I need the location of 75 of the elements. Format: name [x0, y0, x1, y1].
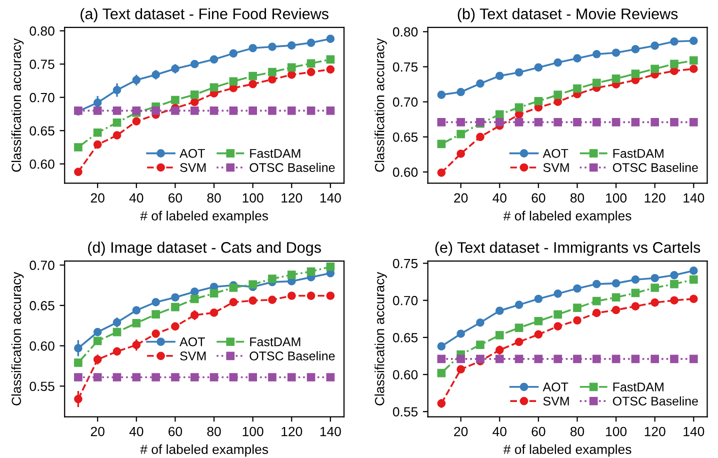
y-tick-label: 0.80 [30, 26, 54, 36]
x-tick-label: 120 [282, 426, 302, 436]
chart-title: (e) Text dataset - Immigrants vs Cartels [435, 242, 700, 256]
x-axis-title: # of labeled examples [503, 210, 632, 224]
y-tick-label: 0.80 [392, 27, 418, 37]
y-tick-label: 0.70 [392, 296, 418, 306]
legend-label: FastDAM [250, 149, 300, 158]
y-tick-label: 0.75 [392, 258, 418, 268]
x-tick-label: 20 [90, 193, 104, 203]
y-tick-label: 0.60 [30, 341, 54, 351]
y-axis-title: Classification accuracy [11, 272, 24, 406]
x-tick-label: 120 [644, 426, 666, 436]
chart-title: (a) Text dataset - Fine Food Reviews [80, 8, 328, 22]
legend-label: FastDAM [250, 338, 300, 346]
y-tick-label: 0.55 [30, 382, 54, 392]
legend-label: AOT [542, 382, 568, 392]
y-tick-label: 0.65 [30, 126, 54, 136]
x-tick-label: 60 [532, 426, 546, 436]
x-tick-label: 100 [242, 193, 264, 203]
x-axis-title: # of labeled examples [140, 210, 268, 224]
x-tick-label: 140 [320, 193, 341, 203]
x-tick-label: 20 [90, 426, 104, 436]
legend-label: OTSC Baseline [612, 162, 698, 172]
legend-label: OTSC Baseline [612, 396, 698, 406]
x-tick-label: 40 [492, 193, 506, 203]
y-tick-label: 0.60 [392, 370, 418, 380]
chart-title: (b) Text dataset - Movie Reviews [458, 8, 678, 22]
y-tick-label: 0.60 [392, 168, 418, 177]
y-tick-label: 0.65 [392, 333, 418, 342]
x-tick-label: 40 [129, 193, 144, 203]
x-tick-label: 100 [606, 193, 627, 203]
x-tick-label: 100 [242, 426, 264, 436]
x-tick-label: 100 [606, 426, 627, 436]
x-tick-label: 20 [454, 426, 468, 436]
y-tick-label: 0.70 [30, 92, 54, 102]
y-tick-label: 0.70 [392, 97, 418, 107]
y-tick-label: 0.75 [392, 62, 418, 72]
x-tick-label: 140 [684, 426, 704, 436]
x-tick-label: 20 [454, 193, 468, 203]
legend-label: AOT [180, 337, 205, 346]
x-tick-label: 40 [129, 426, 144, 436]
legend-label: SVM [543, 163, 569, 172]
chart-title: (d) Image dataset - Cats and Dogs [88, 242, 321, 256]
legend-label: FastDAM [613, 149, 664, 158]
x-tick-label: 140 [684, 193, 704, 203]
x-tick-label: 80 [207, 426, 221, 436]
x-tick-label: 40 [492, 426, 506, 436]
legend-label: SVM [543, 396, 569, 406]
legend-label: SVM [180, 352, 206, 360]
y-axis-title: Classification accuracy [374, 272, 387, 406]
x-tick-label: 60 [532, 193, 546, 203]
legend-label: AOT [180, 148, 205, 158]
y-axis-title: Classification accuracy [11, 38, 24, 172]
y-tick-label: 0.65 [30, 301, 54, 310]
legend-label: SVM [180, 163, 206, 172]
y-tick-label: 0.60 [30, 159, 54, 169]
y-axis-title: Classification accuracy [374, 38, 387, 172]
legend-label: AOT [542, 148, 568, 158]
x-tick-label: 120 [644, 193, 666, 203]
x-tick-label: 60 [168, 193, 182, 203]
x-axis-title: # of labeled examples [140, 444, 268, 457]
legend-label: FastDAM [613, 382, 664, 392]
legend-label: OTSC Baseline [250, 162, 335, 172]
x-tick-label: 80 [570, 426, 584, 436]
x-tick-label: 80 [207, 193, 221, 203]
y-tick-label: 0.55 [392, 407, 418, 416]
legend-label: OTSC Baseline [250, 351, 335, 360]
x-tick-label: 140 [320, 426, 341, 436]
x-tick-label: 60 [168, 426, 182, 436]
x-axis-title: # of labeled examples [503, 444, 632, 457]
x-tick-label: 80 [570, 193, 584, 203]
y-tick-label: 0.70 [30, 260, 54, 270]
x-tick-label: 120 [282, 193, 302, 203]
y-tick-label: 0.65 [392, 132, 418, 142]
y-tick-label: 0.75 [30, 60, 54, 69]
